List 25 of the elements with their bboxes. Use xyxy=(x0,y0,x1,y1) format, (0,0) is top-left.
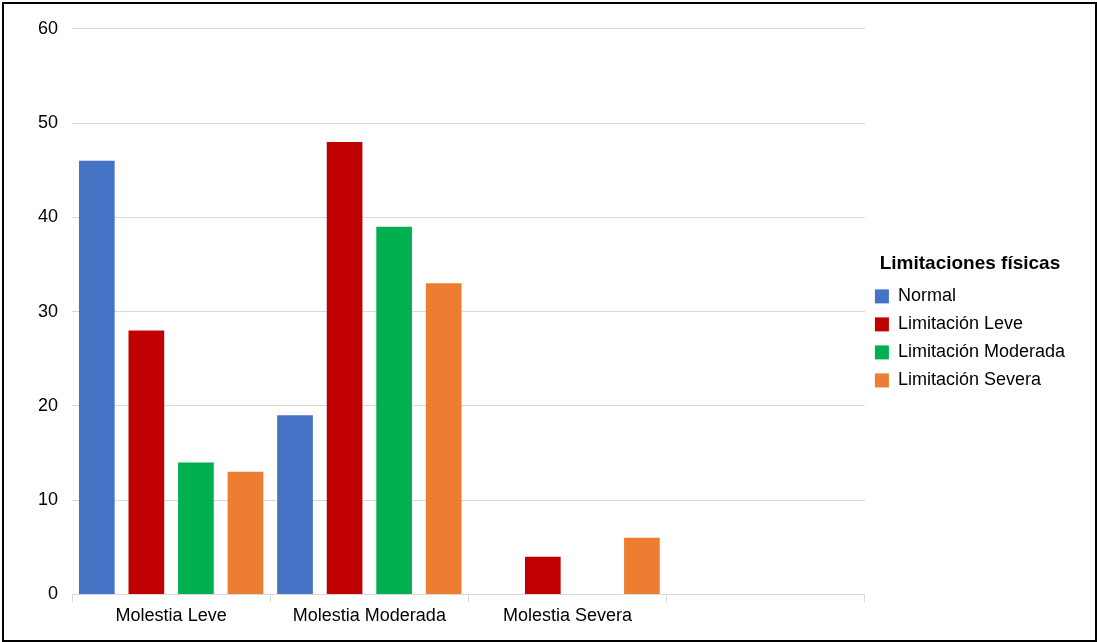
bar xyxy=(277,415,313,594)
legend-label: Normal xyxy=(897,285,956,306)
legend-label: Limitación Leve xyxy=(897,313,1023,334)
x-tick-label: Molestia Severa xyxy=(503,605,634,626)
y-tick-label: 50 xyxy=(37,112,59,133)
y-tick-label: 0 xyxy=(48,583,59,604)
legend-label: Limitación Moderada xyxy=(897,341,1066,362)
bar xyxy=(326,141,363,594)
legend-label: Limitación Severa xyxy=(897,369,1042,390)
legend-title: Limitaciones físicas xyxy=(879,252,1061,274)
y-tick-label: 20 xyxy=(37,394,59,415)
y-tick-label: 10 xyxy=(37,489,59,510)
y-tick-label: 30 xyxy=(37,300,59,321)
y-tick-label: 40 xyxy=(37,206,59,227)
bar xyxy=(128,330,165,594)
bar xyxy=(78,160,115,594)
bar xyxy=(624,537,660,594)
bar xyxy=(178,462,214,594)
bar xyxy=(376,226,412,594)
y-tick-label: 60 xyxy=(37,17,59,38)
x-tick-label: Molestia Moderada xyxy=(292,605,447,626)
x-tick-label: Molestia Leve xyxy=(115,605,227,626)
bar xyxy=(524,556,561,594)
bar xyxy=(227,471,264,594)
bar xyxy=(425,283,462,594)
